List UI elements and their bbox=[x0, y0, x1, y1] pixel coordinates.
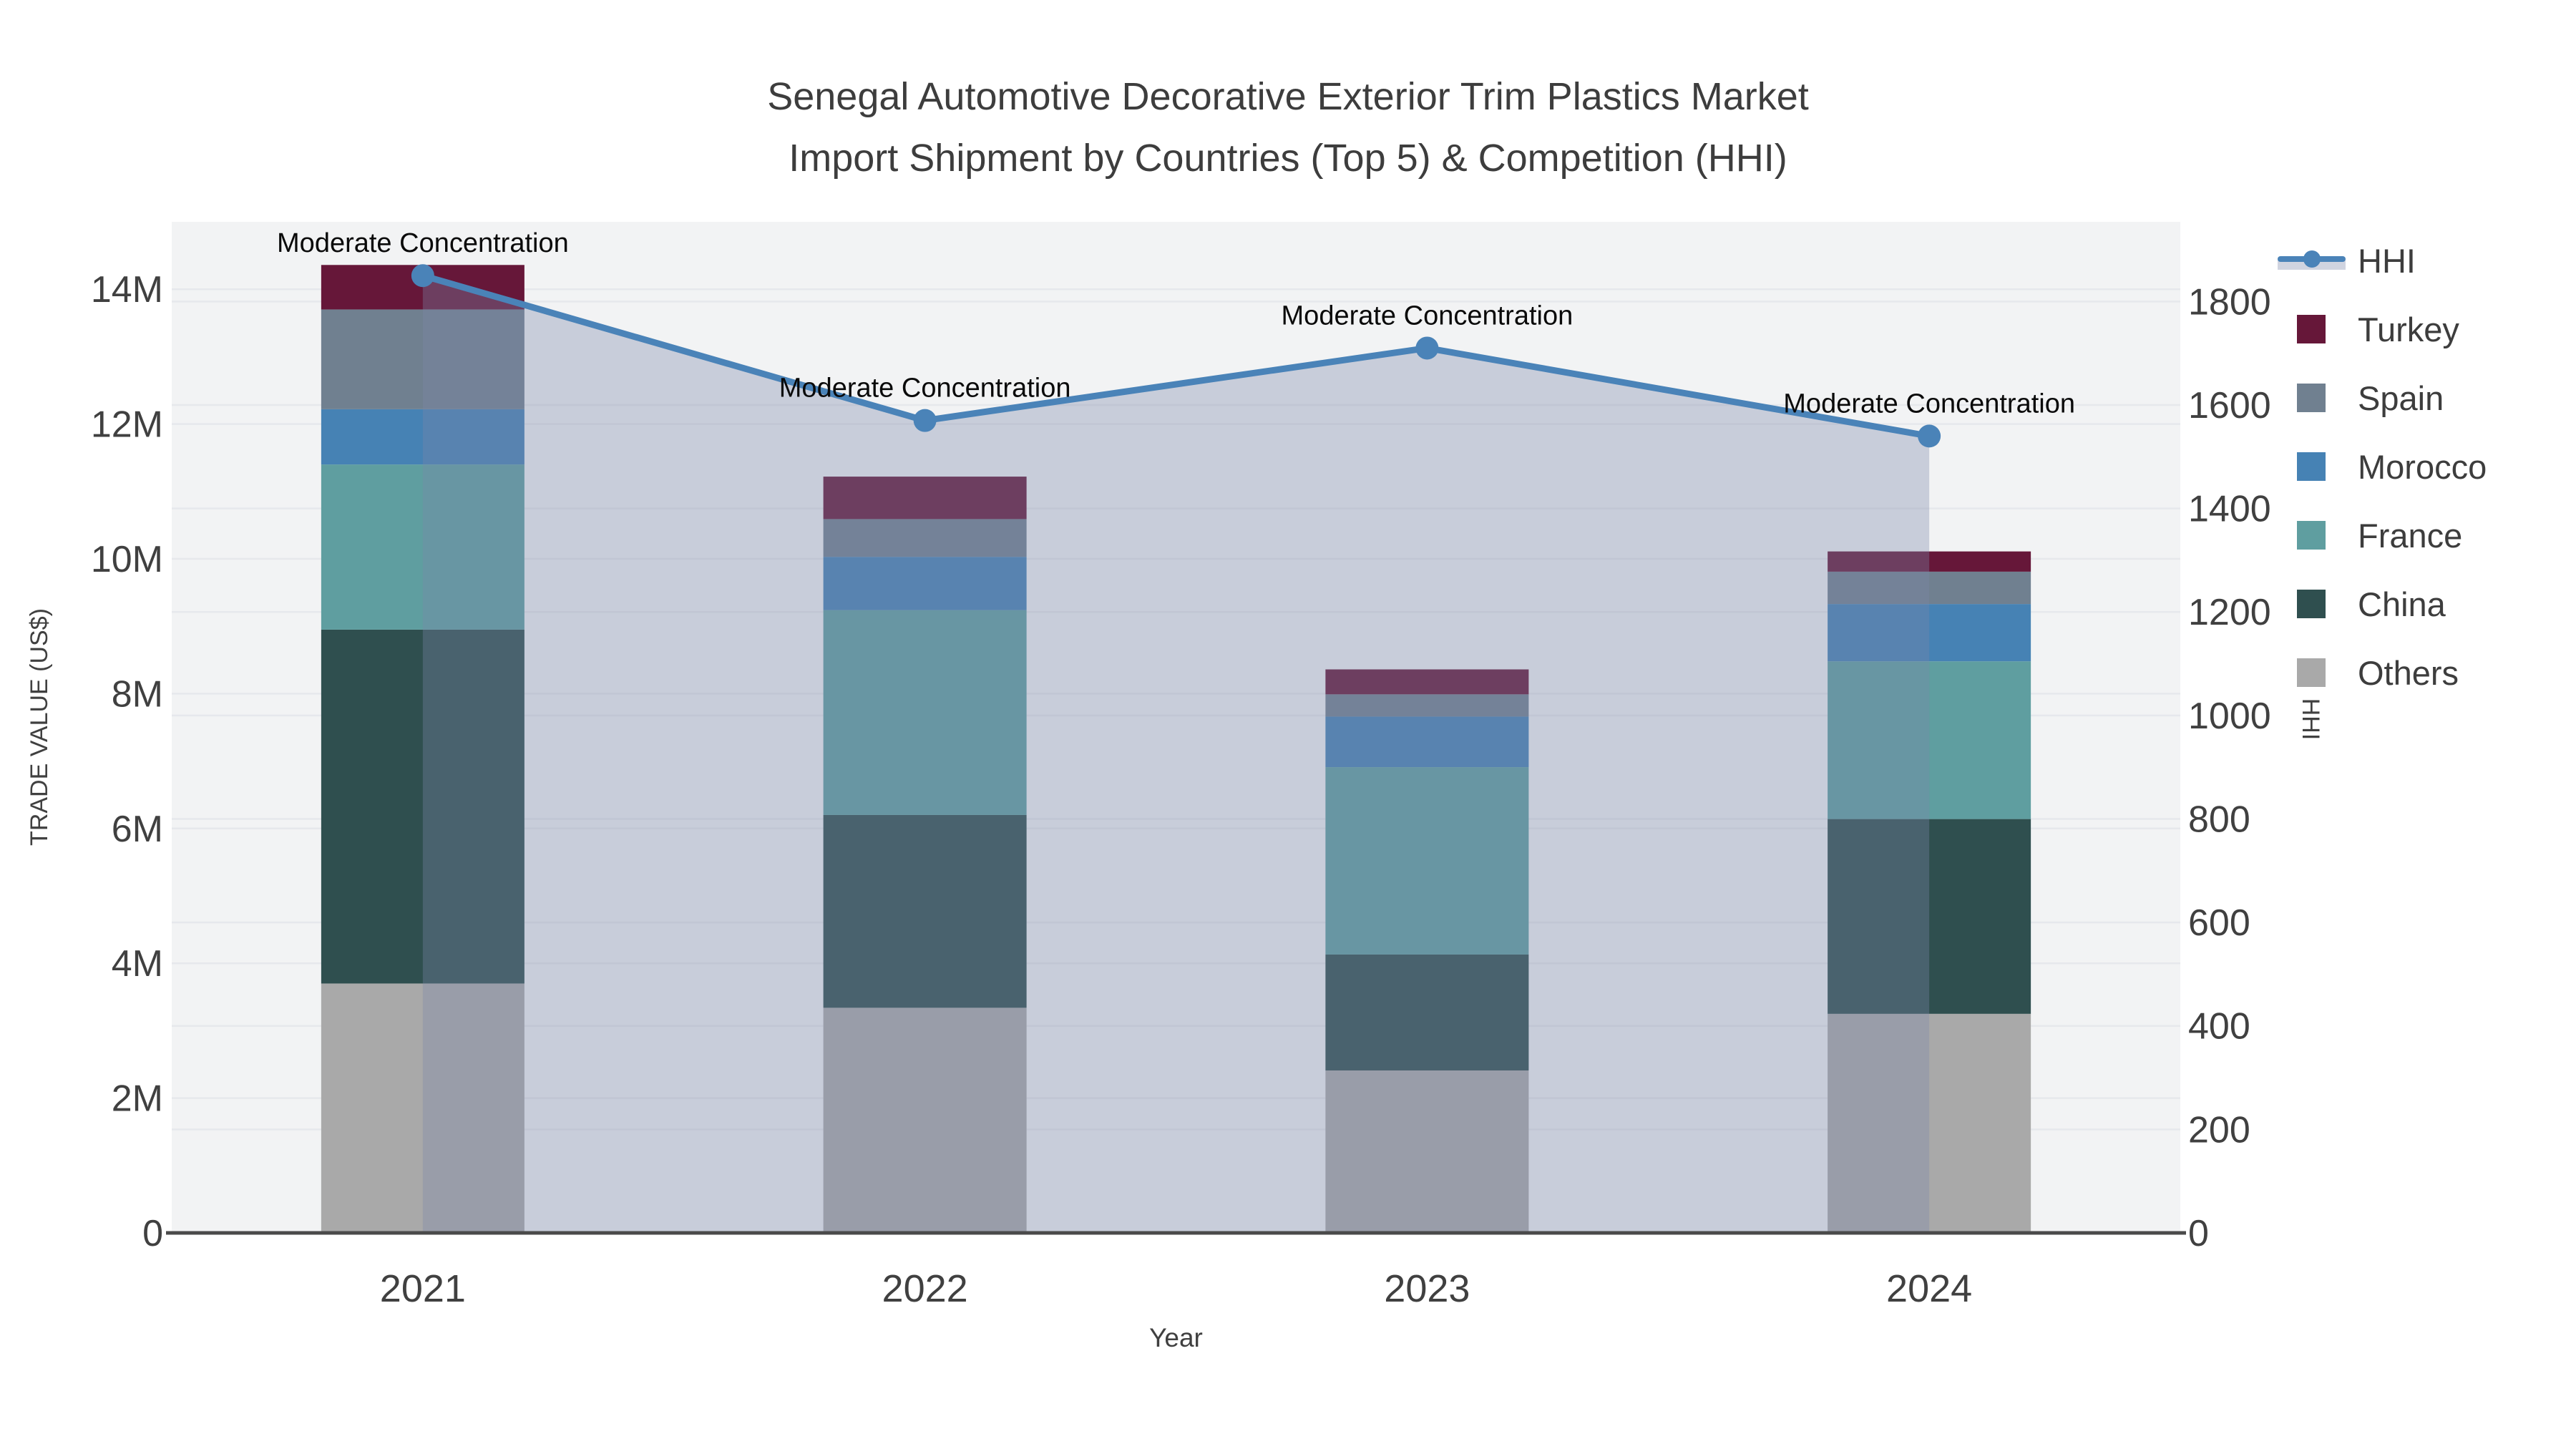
color-swatch-icon bbox=[2297, 452, 2326, 481]
x-axis-tick-label: 2024 bbox=[1886, 1267, 1972, 1310]
chart-title: Senegal Automotive Decorative Exterior T… bbox=[0, 66, 2576, 189]
legend-label: France bbox=[2358, 516, 2463, 555]
y2-axis-tick-label: 1200 bbox=[2188, 592, 2271, 633]
bar-segment-morocco-2022[interactable] bbox=[823, 557, 1027, 610]
color-swatch-icon bbox=[2297, 521, 2326, 550]
bar-segment-others-2024[interactable] bbox=[1828, 1013, 2031, 1233]
y-axis-tick-label: 12M bbox=[91, 404, 163, 446]
hhi-line-icon bbox=[2278, 250, 2346, 271]
y2-axis-tick-label: 800 bbox=[2188, 799, 2250, 840]
y2-axis-tick-label: 1000 bbox=[2188, 696, 2271, 737]
color-swatch-icon bbox=[2297, 315, 2326, 343]
x-axis-tick-label: 2022 bbox=[882, 1267, 968, 1310]
y-axis-tick-label: 2M bbox=[112, 1078, 163, 1120]
bar-segment-china-2024[interactable] bbox=[1828, 819, 2031, 1014]
hhi-marker-2022[interactable] bbox=[913, 409, 937, 432]
legend-item-others[interactable]: Others bbox=[2278, 638, 2487, 707]
legend-item-china[interactable]: China bbox=[2278, 570, 2487, 638]
bar-segment-morocco-2023[interactable] bbox=[1325, 716, 1529, 768]
y-axis-tick-label: 4M bbox=[112, 943, 163, 985]
legend-item-spain[interactable]: Spain bbox=[2278, 364, 2487, 432]
hhi-line bbox=[419, 272, 1933, 439]
bar-segment-others-2023[interactable] bbox=[1325, 1070, 1529, 1233]
morocco-legend-swatch bbox=[2278, 452, 2346, 481]
legend-item-france[interactable]: France bbox=[2278, 501, 2487, 570]
spain-legend-swatch bbox=[2278, 384, 2346, 412]
y2-axis-tick-label: 400 bbox=[2188, 1006, 2250, 1048]
bar-segment-others-2022[interactable] bbox=[823, 1008, 1027, 1233]
bar-segment-france-2023[interactable] bbox=[1325, 767, 1529, 955]
bar-segment-morocco-2024[interactable] bbox=[1828, 604, 2031, 662]
france-legend-swatch bbox=[2278, 521, 2346, 550]
y-axis-title: TRADE VALUE (US$) bbox=[26, 608, 53, 846]
bar-segment-spain-2022[interactable] bbox=[823, 519, 1027, 557]
annotation-2022: Moderate Concentration bbox=[779, 374, 1071, 404]
y-axis-tick-label: 0 bbox=[142, 1213, 163, 1254]
y-axis-tick-label: 8M bbox=[112, 673, 163, 715]
bar-segment-china-2021[interactable] bbox=[321, 629, 525, 984]
china-legend-swatch bbox=[2278, 590, 2346, 618]
x-axis-title: Year bbox=[1149, 1323, 1203, 1352]
bar-segment-china-2022[interactable] bbox=[823, 814, 1027, 1008]
bar-segment-spain-2021[interactable] bbox=[321, 309, 525, 409]
bar-segment-france-2022[interactable] bbox=[823, 610, 1027, 815]
bar-segment-others-2021[interactable] bbox=[321, 983, 525, 1233]
others-legend-swatch bbox=[2278, 658, 2346, 687]
legend-label: China bbox=[2358, 585, 2446, 623]
hhi-marker-2021[interactable] bbox=[411, 264, 434, 288]
bar-segment-spain-2024[interactable] bbox=[1828, 571, 2031, 605]
hhi-legend-swatch bbox=[2278, 250, 2346, 271]
legend-item-morocco[interactable]: Morocco bbox=[2278, 432, 2487, 501]
chart-title-line2: Import Shipment by Countries (Top 5) & C… bbox=[789, 137, 1787, 180]
legend-label: Morocco bbox=[2358, 447, 2487, 486]
chart-title-line1: Senegal Automotive Decorative Exterior T… bbox=[767, 75, 1809, 118]
turkey-legend-swatch bbox=[2278, 315, 2346, 343]
legend: HHI Turkey Spain Morocco France China Others bbox=[2278, 226, 2487, 707]
y2-axis-tick-label: 1400 bbox=[2188, 489, 2271, 530]
legend-label: HHI bbox=[2358, 241, 2416, 280]
color-swatch-icon bbox=[2297, 384, 2326, 412]
hhi-marker-2024[interactable] bbox=[1918, 424, 1941, 448]
legend-label: Turkey bbox=[2358, 310, 2459, 348]
x-axis-tick-label: 2023 bbox=[1384, 1267, 1470, 1310]
color-swatch-icon bbox=[2297, 658, 2326, 687]
annotation-2023: Moderate Concentration bbox=[1282, 301, 1574, 331]
annotation-2021: Moderate Concentration bbox=[277, 228, 569, 258]
hhi-marker-2023[interactable] bbox=[1415, 336, 1439, 360]
y-axis-tick-label: 14M bbox=[91, 269, 163, 311]
legend-label: Spain bbox=[2358, 379, 2444, 417]
hhi-area-fill bbox=[422, 275, 1930, 1234]
y2-axis-title: HHI bbox=[2297, 698, 2324, 741]
legend-item-hhi[interactable]: HHI bbox=[2278, 226, 2487, 295]
legend-label: Others bbox=[2358, 653, 2459, 692]
bar-segment-turkey-2022[interactable] bbox=[823, 477, 1027, 519]
y2-axis-tick-label: 0 bbox=[2188, 1213, 2209, 1254]
color-swatch-icon bbox=[2297, 590, 2326, 618]
bar-segment-spain-2023[interactable] bbox=[1325, 694, 1529, 717]
y-axis-tick-label: 6M bbox=[112, 809, 163, 850]
y-axis-tick-label: 10M bbox=[91, 539, 163, 580]
annotation-2024: Moderate Concentration bbox=[1783, 389, 2075, 419]
bar-segment-france-2021[interactable] bbox=[321, 464, 525, 630]
y2-axis-tick-label: 200 bbox=[2188, 1109, 2250, 1151]
bar-segment-morocco-2021[interactable] bbox=[321, 409, 525, 465]
bar-segment-turkey-2023[interactable] bbox=[1325, 669, 1529, 695]
bar-segment-china-2023[interactable] bbox=[1325, 954, 1529, 1070]
y2-axis-tick-label: 600 bbox=[2188, 902, 2250, 944]
bar-segment-france-2024[interactable] bbox=[1828, 661, 2031, 819]
y2-axis-tick-label: 1800 bbox=[2188, 281, 2271, 323]
legend-item-turkey[interactable]: Turkey bbox=[2278, 295, 2487, 364]
bar-segment-turkey-2024[interactable] bbox=[1828, 551, 2031, 572]
y2-axis-tick-label: 1600 bbox=[2188, 385, 2271, 426]
x-axis-tick-label: 2021 bbox=[380, 1267, 466, 1310]
